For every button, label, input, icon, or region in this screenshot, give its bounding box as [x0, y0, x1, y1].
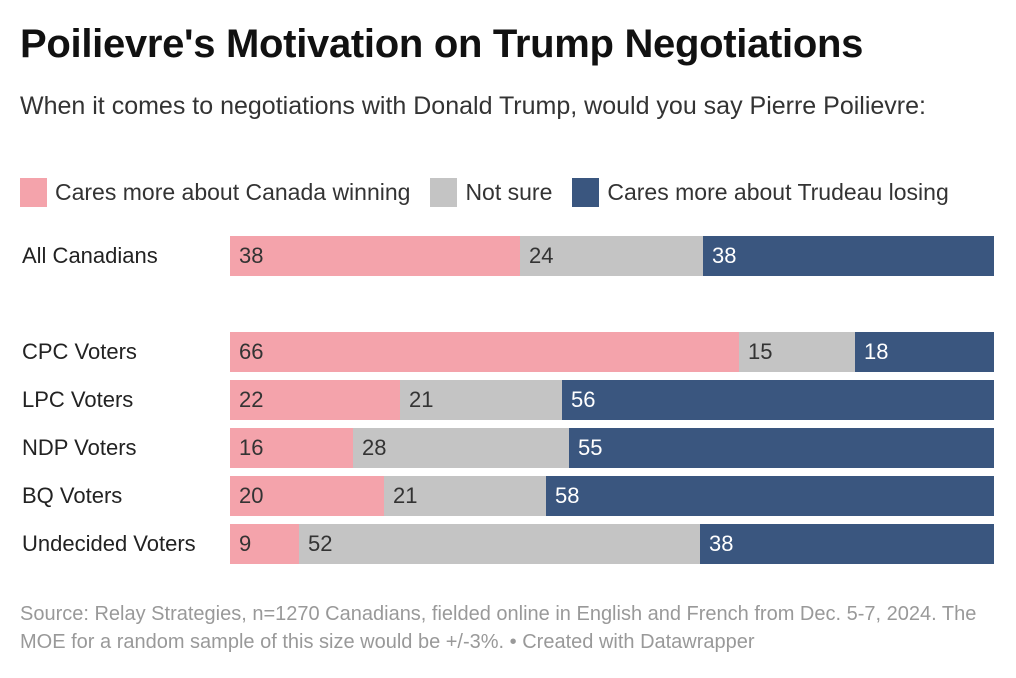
- row-label: Undecided Voters: [22, 531, 196, 556]
- bar-row: 16 28 55: [230, 428, 994, 468]
- bar-segment: 66: [230, 332, 739, 372]
- bar-segment: 21: [400, 380, 562, 420]
- legend-swatch: [20, 178, 47, 207]
- legend: Cares more about Canada winning Not sure…: [20, 178, 969, 207]
- chart-subtitle: When it comes to negotiations with Donal…: [20, 92, 926, 120]
- source-note: Source: Relay Strategies, n=1270 Canadia…: [20, 603, 977, 653]
- bar-segment: 24: [520, 236, 703, 276]
- legend-item-canada-winning: Cares more about Canada winning: [20, 178, 410, 207]
- bar-segment: 20: [230, 476, 384, 516]
- footer: Source: Relay Strategies, n=1270 Canadia…: [20, 600, 1000, 656]
- bar-row: 22 21 56: [230, 380, 994, 420]
- bar-row: 20 21 58: [230, 476, 994, 516]
- row-label: All Canadians: [22, 243, 158, 268]
- row-label: LPC Voters: [22, 387, 134, 412]
- bar-segment: 15: [739, 332, 855, 372]
- bar-segment: 21: [384, 476, 546, 516]
- bar-row: 9 52 38: [230, 524, 994, 564]
- bar-segment: 28: [353, 428, 569, 468]
- legend-swatch: [572, 178, 600, 207]
- bar-segment: 38: [230, 236, 520, 276]
- row-label: BQ Voters: [22, 483, 123, 508]
- bar-segment: 38: [703, 236, 994, 276]
- legend-label: Cares more about Trudeau losing: [607, 179, 949, 205]
- row-label: CPC Voters: [22, 339, 137, 364]
- bar-segment: 22: [230, 380, 400, 420]
- legend-label: Cares more about Canada winning: [55, 179, 411, 205]
- bar-segment: 56: [562, 380, 994, 420]
- bar-segment: 38: [700, 524, 994, 564]
- bar-segment: 18: [855, 332, 994, 372]
- bar-row: 38 24 38: [230, 236, 994, 276]
- bar-segment: 58: [546, 476, 994, 516]
- legend-swatch: [430, 178, 458, 207]
- bar-segment: 52: [299, 524, 700, 564]
- chart-title: Poilievre's Motivation on Trump Negotiat…: [20, 22, 864, 66]
- bar-row: 66 15 18: [230, 332, 994, 372]
- legend-label: Not sure: [465, 179, 553, 205]
- legend-item-trudeau-losing: Cares more about Trudeau losing: [572, 178, 949, 207]
- bar-segment: 16: [230, 428, 353, 468]
- credit-note: • Created with Datawrapper: [509, 631, 755, 653]
- legend-item-not-sure: Not sure: [430, 178, 552, 207]
- bar-segment: 55: [569, 428, 994, 468]
- row-label: NDP Voters: [22, 435, 137, 460]
- bar-segment: 9: [230, 524, 299, 564]
